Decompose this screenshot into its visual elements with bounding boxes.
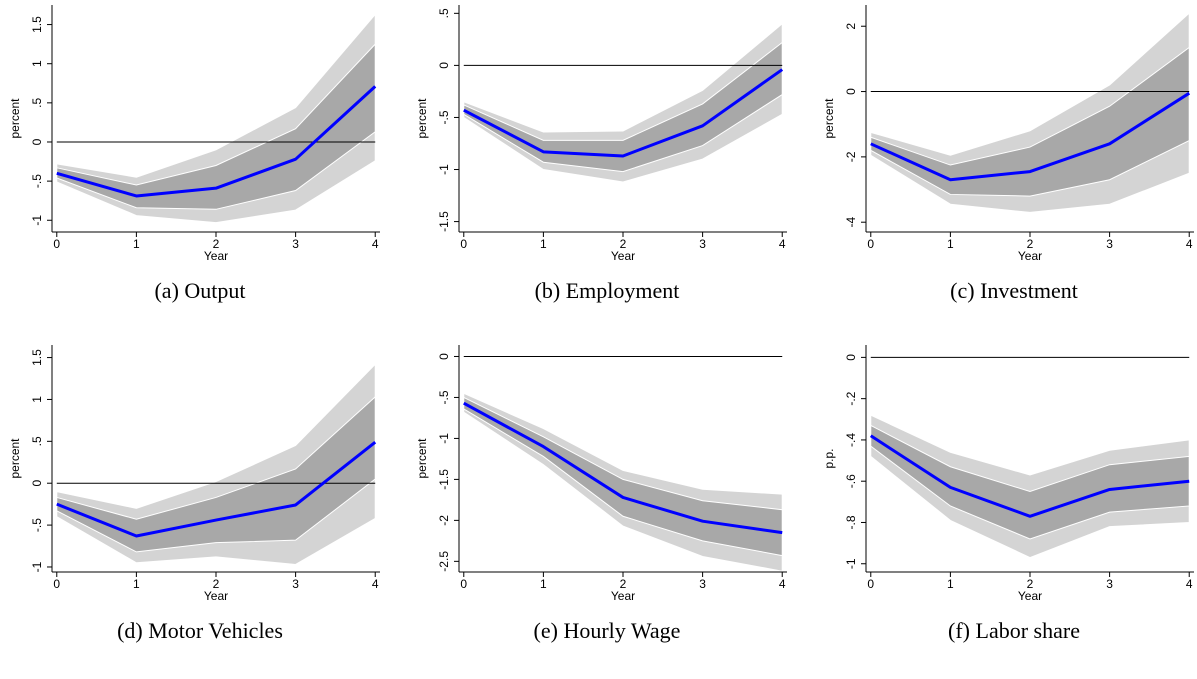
x-tick-label: 2 bbox=[1027, 577, 1034, 591]
y-axis-label: p.p. bbox=[822, 448, 836, 468]
line-series bbox=[463, 68, 784, 158]
x-tick-label: 3 bbox=[292, 237, 299, 251]
y-tick-label: -1 bbox=[437, 164, 451, 175]
y-tick-label: -2.5 bbox=[437, 551, 451, 572]
y-tick-label: 0 bbox=[844, 354, 858, 361]
confidence-band bbox=[870, 46, 1190, 197]
confidence-band bbox=[870, 414, 1190, 559]
y-axis-label: percent bbox=[415, 438, 429, 479]
y-tick-label: -.4 bbox=[844, 433, 858, 447]
x-tick-label: 1 bbox=[133, 237, 140, 251]
line-series bbox=[870, 91, 1191, 182]
y-tick-label: .5 bbox=[30, 98, 44, 108]
y-tick-label: 2 bbox=[844, 23, 858, 30]
x-tick-label: 0 bbox=[460, 577, 467, 591]
caption: (d) Motor Vehicles bbox=[117, 618, 283, 643]
y-axis-label: percent bbox=[8, 98, 22, 139]
x-axis-label: Year bbox=[611, 589, 635, 603]
confidence-band bbox=[463, 396, 783, 557]
x-axis-label: Year bbox=[1018, 589, 1042, 603]
x-tick-label: 4 bbox=[1186, 237, 1193, 251]
x-tick-label: 1 bbox=[133, 577, 140, 591]
x-tick-label: 2 bbox=[213, 577, 220, 591]
confidence-band bbox=[56, 395, 376, 553]
line-series bbox=[869, 434, 1190, 518]
y-axis-label: percent bbox=[415, 98, 429, 139]
x-tick-label: 2 bbox=[213, 237, 220, 251]
x-tick-label: 0 bbox=[867, 577, 874, 591]
y-tick-label: -.5 bbox=[437, 110, 451, 124]
x-tick-label: 1 bbox=[947, 577, 954, 591]
y-tick-label: 0 bbox=[30, 480, 44, 487]
y-tick-label: 1.5 bbox=[30, 349, 44, 366]
caption: (e) Hourly Wage bbox=[534, 618, 681, 643]
y-tick-label: -1.5 bbox=[437, 211, 451, 232]
x-tick-label: 0 bbox=[867, 237, 874, 251]
y-tick-label: .5 bbox=[437, 8, 451, 18]
x-tick-label: 3 bbox=[699, 577, 706, 591]
y-tick-label: -.2 bbox=[844, 391, 858, 405]
y-tick-label: 0 bbox=[437, 62, 451, 69]
x-tick-label: 3 bbox=[1106, 237, 1113, 251]
x-tick-label: 0 bbox=[53, 577, 60, 591]
confidence-band bbox=[56, 42, 376, 210]
confidence-band bbox=[870, 424, 1190, 540]
y-tick-label: -.6 bbox=[844, 474, 858, 488]
line-series bbox=[56, 440, 377, 538]
line-series bbox=[463, 401, 783, 535]
y-tick-label: -.5 bbox=[30, 518, 44, 532]
x-tick-label: 4 bbox=[779, 237, 786, 251]
y-tick-label: -1 bbox=[30, 561, 44, 572]
y-axis-label: percent bbox=[822, 98, 836, 139]
caption: (a) Output bbox=[154, 278, 245, 303]
x-tick-label: 4 bbox=[372, 237, 379, 251]
y-tick-label: 0 bbox=[844, 88, 858, 95]
y-tick-label: -1 bbox=[844, 558, 858, 569]
x-axis-label: Year bbox=[204, 249, 228, 263]
confidence-band bbox=[463, 41, 783, 173]
x-axis-label: Year bbox=[1018, 249, 1042, 263]
x-tick-label: 4 bbox=[1186, 577, 1193, 591]
x-tick-label: 4 bbox=[372, 577, 379, 591]
x-axis-label: Year bbox=[204, 589, 228, 603]
x-tick-label: 1 bbox=[540, 237, 547, 251]
y-tick-label: 1 bbox=[30, 396, 44, 403]
y-tick-label: -2 bbox=[437, 515, 451, 526]
x-tick-label: 4 bbox=[779, 577, 786, 591]
x-tick-label: 1 bbox=[947, 237, 954, 251]
caption: (f) Labor share bbox=[948, 618, 1080, 643]
x-tick-label: 0 bbox=[53, 237, 60, 251]
y-tick-label: 0 bbox=[437, 353, 451, 360]
x-tick-label: 1 bbox=[540, 577, 547, 591]
x-tick-label: 2 bbox=[620, 237, 627, 251]
y-tick-label: -1 bbox=[30, 215, 44, 226]
x-tick-label: 3 bbox=[699, 237, 706, 251]
x-axis-label: Year bbox=[611, 249, 635, 263]
y-tick-label: -1 bbox=[437, 433, 451, 444]
y-tick-label: .5 bbox=[30, 436, 44, 446]
y-tick-label: 1 bbox=[30, 60, 44, 67]
y-tick-label: -4 bbox=[844, 217, 858, 228]
y-tick-label: 0 bbox=[30, 138, 44, 145]
y-tick-label: -2 bbox=[844, 151, 858, 162]
line-series bbox=[56, 85, 377, 198]
y-tick-label: -.8 bbox=[844, 515, 858, 529]
y-tick-label: -1.5 bbox=[437, 469, 451, 490]
y-tick-label: 1.5 bbox=[30, 16, 44, 33]
x-tick-label: 2 bbox=[620, 577, 627, 591]
y-tick-label: -.5 bbox=[30, 174, 44, 188]
y-tick-label: -.5 bbox=[437, 390, 451, 404]
x-tick-label: 3 bbox=[292, 577, 299, 591]
caption: (b) Employment bbox=[535, 278, 680, 303]
x-tick-label: 0 bbox=[460, 237, 467, 251]
x-tick-label: 3 bbox=[1106, 577, 1113, 591]
caption: (c) Investment bbox=[950, 278, 1078, 303]
y-axis-label: percent bbox=[8, 438, 22, 479]
x-tick-label: 2 bbox=[1027, 237, 1034, 251]
